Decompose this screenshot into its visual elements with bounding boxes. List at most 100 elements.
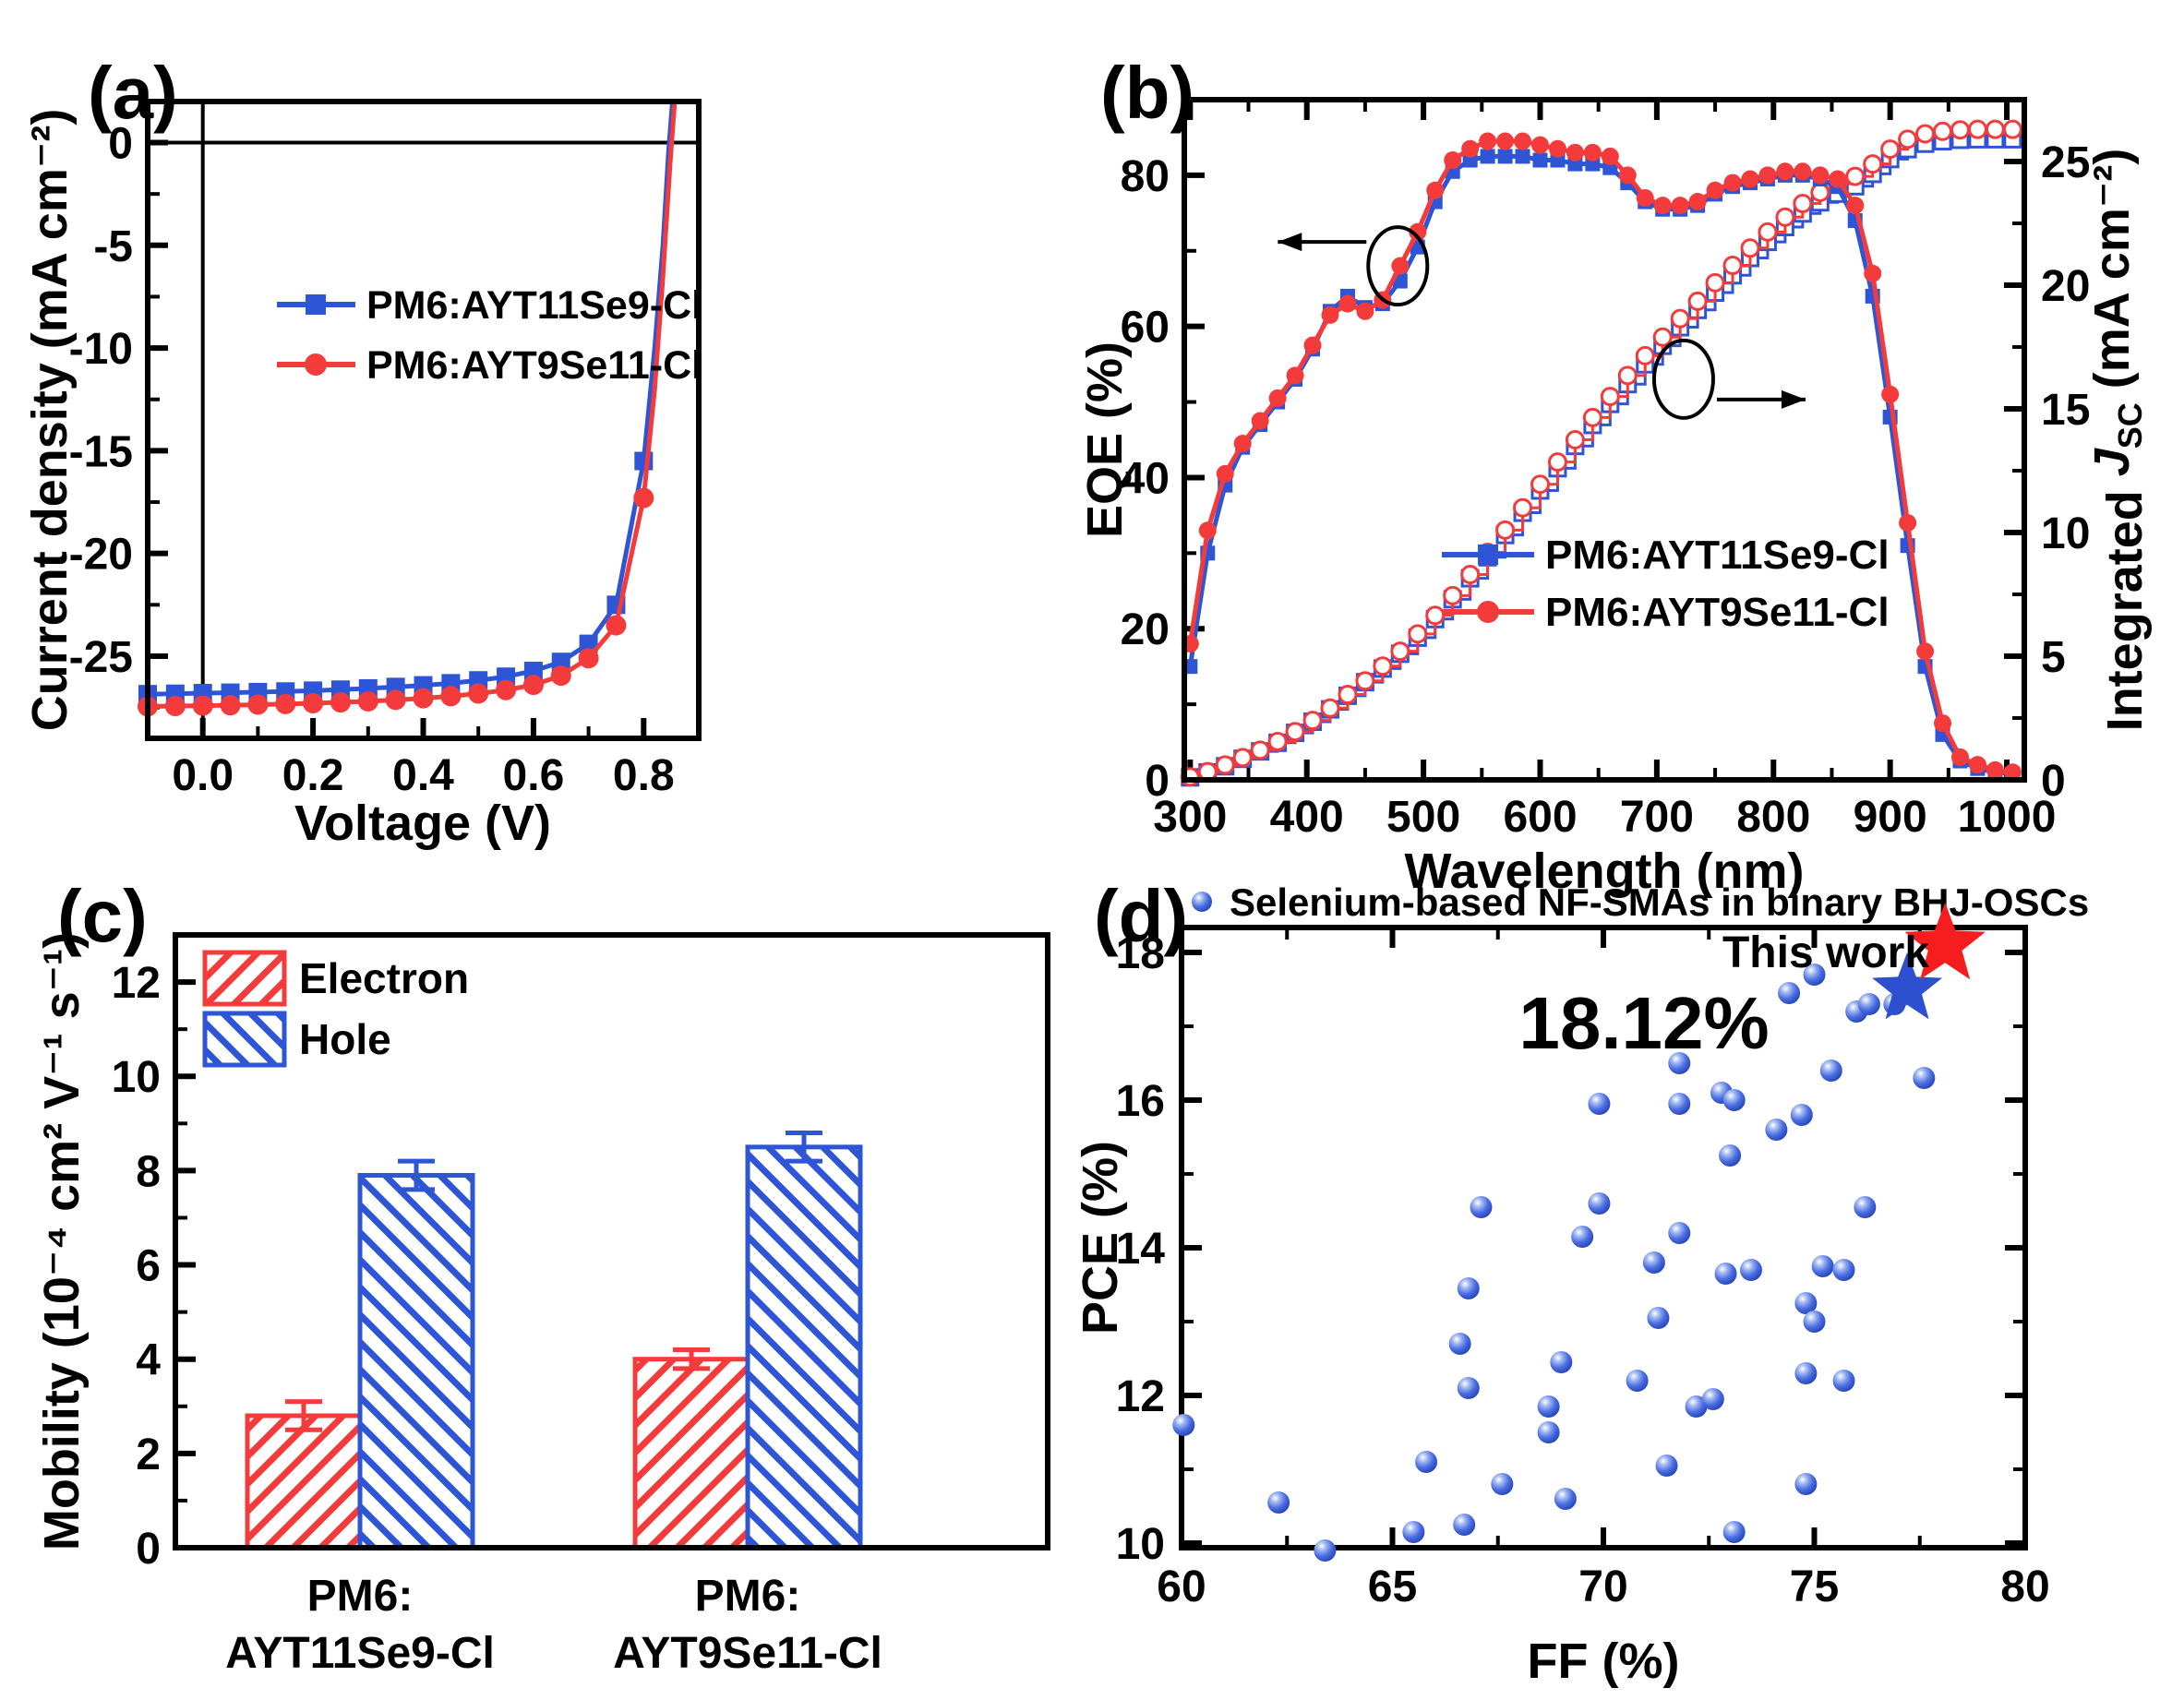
data-point [1537, 1395, 1560, 1418]
legend-item-label: Electron [299, 954, 469, 1002]
y-tick-label: 12 [1116, 1372, 1165, 1421]
data-point [1668, 1093, 1691, 1115]
panel-b-xlabel: Wavelength (nm) [1404, 844, 1804, 899]
panel-d-ylabel: PCE (%) [1073, 1141, 1128, 1335]
x-tick-label: 0.8 [613, 751, 675, 800]
this-work-star-marker [1904, 903, 1986, 980]
legend-item-label: PM6:AYT9Se11-Cl [366, 343, 702, 388]
y-tick-label: 6 [136, 1242, 161, 1291]
panel-c: (c) 0 2 4 6 8 10 12 Electron Hole PM6: AYT11Se9-Cl P… [34, 875, 1050, 1678]
data-point [1668, 1222, 1691, 1244]
jsc-tick-label: 0 [2041, 757, 2066, 806]
panel-a-xlabel: Voltage (V) [294, 796, 551, 851]
x-tick-label: 600 [1503, 793, 1577, 842]
y-tick-label: 18 [1116, 929, 1165, 978]
data-point [1415, 1451, 1438, 1473]
jv-curve-red [138, 103, 678, 717]
data-point [1685, 1395, 1708, 1418]
x-tick-label: 900 [1854, 793, 1927, 842]
legend-swatch-hole [202, 1011, 287, 1068]
eqe-tick-label: 40 [1121, 454, 1170, 503]
panel-b-legend: PM6:AYT11Se9-Cl PM6:AYT9Se11-Cl [1442, 533, 1890, 635]
panel-a-ylabel: Current density (mA cm⁻²) [22, 109, 78, 732]
eqe-tick-label: 20 [1121, 605, 1170, 654]
eqe-tick-label: 80 [1121, 152, 1170, 201]
category-label-line1: PM6: [307, 1572, 414, 1621]
panel-c-legend: Electron Hole [202, 950, 469, 1068]
panel-d-label: (d) [1094, 875, 1188, 957]
data-point [1491, 1473, 1514, 1495]
y-tick-label: -5 [93, 222, 133, 271]
legend-sphere-icon [1192, 892, 1212, 912]
data-point [1588, 1192, 1611, 1215]
eqe-tick-label: 0 [1145, 757, 1170, 806]
data-point [1537, 1421, 1560, 1443]
pce-value-label: 18.12% [1518, 982, 1769, 1064]
x-tick-label: 65 [1368, 1562, 1417, 1611]
y-tick-label: 2 [136, 1431, 161, 1479]
x-tick-label: 1000 [1958, 793, 2057, 842]
x-tick-label: 800 [1736, 793, 1810, 842]
data-point [1668, 1052, 1691, 1074]
data-point [1655, 1455, 1678, 1477]
y-tick-label: 0 [108, 120, 133, 169]
legend-swatch-electron [202, 950, 287, 1007]
y-tick-label: 4 [136, 1336, 161, 1385]
x-tick-label: 0.0 [172, 751, 234, 800]
arrow-left-icon [1278, 233, 1302, 252]
legend-item-label: Hole [299, 1015, 391, 1063]
x-tick-label: 80 [2000, 1562, 2049, 1611]
data-point [1819, 1060, 1842, 1082]
panel-d-legend: Selenium-based NF-SMAs in binary BHJ-OSC… [1192, 880, 2089, 924]
data-point [1172, 1414, 1195, 1436]
y-tick-label: -25 [69, 633, 133, 682]
legend-item-label: PM6:AYT11Se9-Cl [1545, 533, 1890, 578]
data-point [1913, 1067, 1936, 1089]
data-point [1457, 1377, 1480, 1399]
y-tick-label: -20 [69, 531, 133, 580]
data-point [1588, 1093, 1611, 1115]
panel-d: (d) Selenium-based NF-SMAs in binary BHJ-… [1073, 875, 2089, 1689]
jsc-tick-label: 25 [2041, 138, 2090, 187]
panel-c-label: (c) [57, 875, 148, 957]
jsc-tick-label: 15 [2041, 386, 2090, 435]
panel-c-frame [173, 932, 1050, 1550]
x-tick-label: 400 [1270, 793, 1344, 842]
category-label-line1: PM6: [695, 1572, 801, 1621]
x-tick-label: 500 [1386, 793, 1460, 842]
panel-b-label: (b) [1100, 52, 1194, 134]
data-point [1314, 1539, 1337, 1562]
jv-curve-blue [138, 103, 675, 704]
panel-b-ylabel-left: EQE (%) [1077, 341, 1133, 538]
panel-b-ylabel-right: Integrated JSC (mA cm⁻²) [2084, 149, 2153, 732]
data-point [1765, 1119, 1788, 1141]
x-tick-label: 0.4 [392, 751, 454, 800]
x-tick-label: 700 [1620, 793, 1694, 842]
x-tick-label: 0.2 [282, 751, 344, 800]
y-tick-label: 12 [112, 959, 161, 1008]
scatter-points [1172, 964, 1936, 1562]
panel-a-legend: PM6:AYT11Se9-Cl PM6:AYT9Se11-Cl [277, 283, 702, 388]
y-tick-label: 14 [1116, 1225, 1166, 1274]
eqe-curve-red [1181, 132, 2022, 782]
data-point [1457, 1277, 1480, 1299]
panel-b: (b)300 400 500 600 700 800 900 1000020406080051… [1077, 52, 2153, 899]
y-tick-label: 10 [1116, 1520, 1165, 1569]
data-point [1647, 1307, 1670, 1329]
bar-hole-0 [357, 1172, 475, 1550]
panel-c-ylabel: Mobility (10⁻⁴ cm² V⁻¹ s⁻¹) [34, 932, 90, 1550]
legend-item-label: PM6:AYT11Se9-Cl [366, 283, 702, 328]
annotation-ellipse [1366, 225, 1430, 307]
data-point [1778, 982, 1801, 1004]
panel-a-ticks [148, 139, 647, 738]
this-work-label: This work [1722, 928, 1929, 977]
data-point [1402, 1521, 1425, 1543]
x-tick-label: 60 [1157, 1562, 1206, 1611]
y-tick-label: 8 [136, 1147, 161, 1196]
y-tick-label: 0 [136, 1525, 161, 1574]
bar-electron-0 [245, 1413, 363, 1550]
data-point [1832, 1259, 1855, 1281]
data-point [1642, 1251, 1665, 1274]
panel-d-legend-label: Selenium-based NF-SMAs in binary BHJ-OSC… [1230, 880, 2089, 924]
